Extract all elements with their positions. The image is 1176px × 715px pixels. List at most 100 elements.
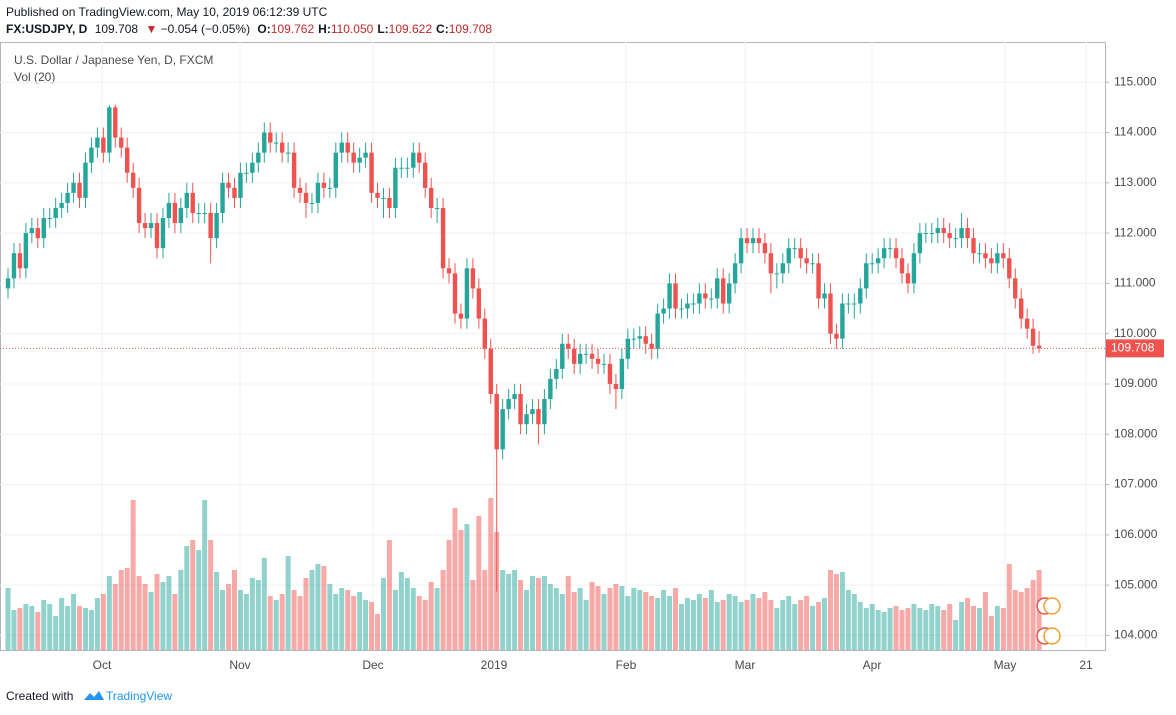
change: −0.054 (−0.05%) [160,22,251,36]
volume-bar [619,586,625,650]
candle-body [256,152,261,163]
candle-body [548,378,553,400]
volume-bar [750,594,756,650]
ohlc-key: L: [377,22,389,36]
grid [0,42,1105,650]
candle-body [1001,253,1006,259]
candle-body [59,202,64,208]
volume-bar [452,508,458,650]
volume-bar [404,578,410,650]
candle-body [363,152,368,158]
candle-body [589,353,595,359]
candle-body [279,142,285,153]
volume-bar [327,584,333,650]
tv-logo [84,691,104,700]
candle-body [846,303,851,305]
volume-bar [845,590,851,650]
candle-body [47,218,52,220]
y-tick-label: 110.000 [1114,326,1157,340]
candle-body [697,293,702,304]
y-tick-label: 108.000 [1114,426,1158,440]
volume-bar [774,608,780,650]
candle-body [566,343,571,349]
candle-body [488,348,493,395]
candle-body [554,368,559,379]
volume-bar [380,578,386,650]
candle-body [726,283,732,304]
candle-body [315,182,321,203]
candle-body [685,303,690,309]
volume-bar [822,598,828,650]
candle-body [226,182,231,188]
candle-body [977,253,982,255]
candle-body [1007,258,1012,279]
volume-bar [77,606,83,650]
volume-bar [315,564,321,650]
volume-bar [583,600,589,650]
volume-bar [959,602,965,650]
published: Published on TradingView.com, May 10, 20… [6,5,328,19]
footer-created: Created with [6,689,73,703]
volume-bar [339,588,345,650]
candle-body [303,192,309,203]
volume-bar [613,584,619,650]
volume-bar [255,580,261,650]
candle-body [1013,278,1018,299]
volume-bar [786,596,792,650]
volume-bar [220,590,226,650]
volume-bar [47,604,53,650]
volume-bar [178,570,184,650]
y-tick-label: 105.000 [1114,577,1158,591]
volume-bar [124,568,130,650]
candle-body [417,152,422,163]
ohlc-key: O: [257,22,271,36]
volume-bar [726,594,732,650]
candle-body [393,167,398,208]
volume-bar [732,596,738,650]
volume-bar [923,610,929,650]
candle-body [262,132,267,153]
candle-body [196,212,201,214]
volume-bar [965,598,971,650]
candle-body [601,363,607,365]
candle-body [983,253,988,259]
candle-body [172,202,178,224]
volume-bar [237,590,243,650]
volume-bars [5,498,1042,650]
volume-bar [422,600,428,650]
volume-bar [190,540,196,650]
y-tick-label: 111.000 [1114,276,1156,290]
candle-body [828,293,833,334]
candle-body [500,409,505,450]
last-price: 109.708 [94,22,139,36]
volume-bar [643,592,649,650]
candle-body [238,172,243,198]
volume-bar [851,594,857,650]
volume-bar [667,596,673,650]
volume-bar [23,604,29,650]
volume-bar [655,598,661,650]
footer-brand[interactable]: TradingView [106,689,172,703]
y-tick-label: 106.000 [1114,527,1158,541]
candle-body [673,283,678,309]
y-tick-label: 115.000 [1114,74,1157,88]
candles [5,104,1042,592]
down-arrow: ▼ [145,22,158,36]
volume-bar [816,602,822,650]
volume-bar [261,558,267,650]
candle-body [661,308,666,314]
volume-bar [768,600,774,650]
volume-bar [106,576,112,650]
candle-body [1036,345,1042,349]
candle-body [77,182,82,198]
volume-bar [1018,592,1024,650]
candle-body [464,268,470,319]
ohlc-key: H: [318,22,331,36]
candle-body [244,172,249,174]
volume-bar [17,608,23,650]
volume-bar [524,590,530,650]
volume-bar [720,600,726,650]
candle-body [560,343,565,369]
candle-body [923,233,929,235]
volume-bar [11,610,17,650]
